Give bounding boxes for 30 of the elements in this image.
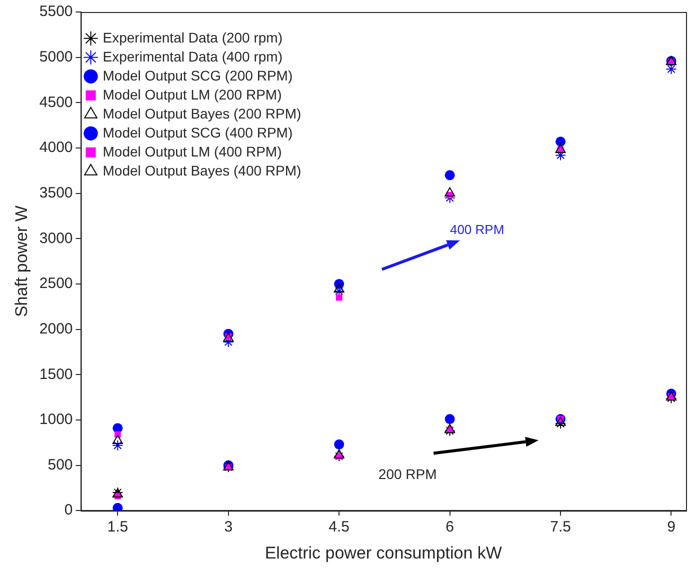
x-tick-label: 7.5	[550, 518, 571, 536]
x-tick-label: 3	[224, 518, 233, 536]
legend-label: Model Output SCG (400 RPM)	[102, 124, 293, 140]
y-tick-label: 500	[48, 456, 73, 474]
y-tick-label: 3500	[39, 184, 73, 202]
legend-label: Model Output LM (400 RPM)	[102, 143, 282, 160]
y-tick-label: 4000	[39, 139, 73, 156]
y-tick-label: 2500	[39, 275, 73, 292]
x-tick-label: 1.5	[107, 518, 128, 536]
legend-label: Experimental Data (400 rpm)	[102, 48, 283, 64]
y-tick-label: 1500	[39, 366, 73, 383]
legend-label: Model Output LM (200 RPM)	[102, 86, 282, 102]
y-tick-label: 0	[64, 502, 73, 519]
y-tick-label: 5500	[39, 3, 73, 20]
annotation: 400 RPM	[450, 222, 504, 237]
x-axis-title: Electric power consumption kW	[264, 543, 502, 562]
x-tick-label: 6	[446, 518, 454, 536]
y-tick-label: 2000	[39, 320, 73, 338]
legend-label: Model Output Bayes (400 RPM)	[102, 162, 302, 178]
y-tick-label: 1000	[39, 411, 73, 428]
y-axis-title: Shaft power W	[12, 206, 31, 318]
x-tick-label: 9	[667, 518, 676, 536]
annotation: 200 RPM	[378, 466, 437, 482]
legend-label: Experimental Data (200 rpm)	[102, 29, 283, 46]
y-tick-label: 4500	[39, 94, 73, 111]
legend-label: Model Output Bayes (200 RPM)	[102, 105, 302, 122]
y-tick-label: 5000	[39, 48, 73, 66]
y-tick-label: 3000	[39, 230, 73, 247]
x-tick-label: 4.5	[328, 518, 350, 536]
legend-label: Model Output SCG (200 RPM)	[102, 67, 293, 84]
